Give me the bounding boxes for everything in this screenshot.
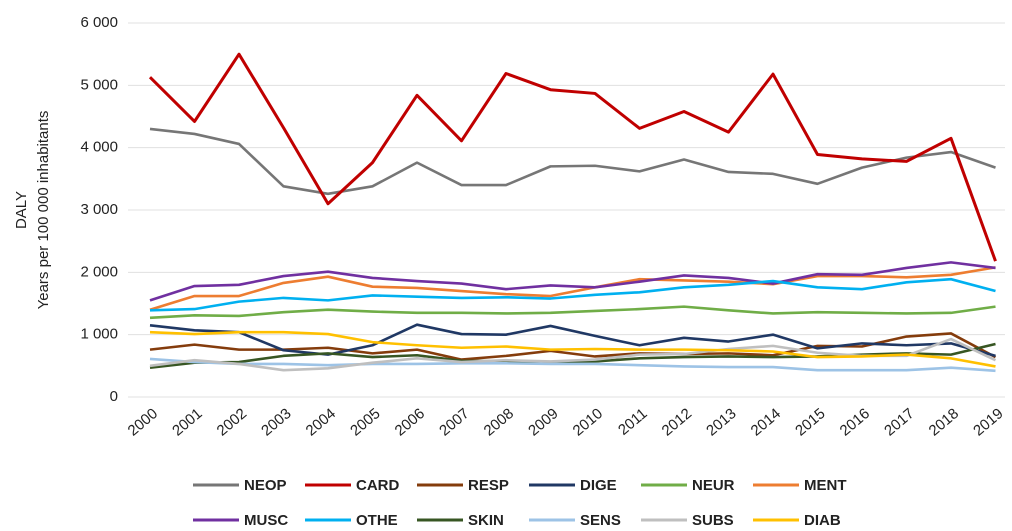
series-line <box>149 266 996 311</box>
x-tick-label: 2006 <box>392 405 428 439</box>
x-tick-label: 2007 <box>436 405 472 439</box>
y-axis-title: Years per 100 000 inhabitants <box>35 111 52 310</box>
series-line <box>149 277 996 312</box>
legend-label: DIAB <box>804 512 841 529</box>
legend-label: MENT <box>804 477 847 494</box>
x-tick-label: 2014 <box>748 405 784 439</box>
x-tick-label: 2018 <box>926 405 962 439</box>
x-tick-label: 2016 <box>837 405 873 439</box>
x-tick-label: 2010 <box>570 405 606 439</box>
legend-label: MUSC <box>244 512 288 529</box>
x-tick-label: 2017 <box>881 405 917 439</box>
legend-label: SENS <box>580 512 621 529</box>
x-tick-label: 2019 <box>970 405 1006 439</box>
y-tick-label: 6 000 <box>80 14 118 31</box>
legend-label: OTHE <box>356 512 398 529</box>
series-line <box>149 323 996 358</box>
legend-label: CARD <box>356 477 399 494</box>
y-tick-label: 2 000 <box>80 263 118 280</box>
y-tick-label: 1 000 <box>80 326 118 343</box>
legend-label: SKIN <box>468 512 504 529</box>
x-tick-label: 2011 <box>615 405 651 439</box>
series-line <box>149 357 996 373</box>
series-line <box>149 330 996 368</box>
x-tick-label: 2009 <box>525 405 561 439</box>
legend-label: DIGE <box>580 477 617 494</box>
x-tick-label: 2008 <box>481 405 517 439</box>
legend-label: RESP <box>468 477 509 494</box>
x-tick-label: 2001 <box>169 405 205 439</box>
series-line <box>149 305 996 320</box>
x-tick-label: 2012 <box>659 405 695 439</box>
legend-label: NEOP <box>244 477 287 494</box>
x-tick-label: 2002 <box>214 405 250 439</box>
x-tick-label: 2004 <box>303 405 339 439</box>
series-line <box>148 52 997 262</box>
x-tick-label: 2005 <box>347 405 383 439</box>
y-tick-label: 4 000 <box>80 139 118 156</box>
y-tick-label: 0 <box>110 388 118 405</box>
x-tick-label: 2003 <box>258 405 294 439</box>
y-tick-label: 5 000 <box>80 76 118 93</box>
y-tick-label: 3 000 <box>80 201 118 218</box>
series-line <box>149 261 996 302</box>
y-axis-title: DALY <box>13 191 30 229</box>
x-tick-label: 2013 <box>703 405 739 439</box>
x-tick-label: 2015 <box>792 405 828 439</box>
x-tick-label: 2000 <box>125 405 161 439</box>
legend-label: SUBS <box>692 512 734 529</box>
series-line <box>149 127 996 196</box>
series-line <box>149 332 997 361</box>
legend-label: NEUR <box>692 477 735 494</box>
